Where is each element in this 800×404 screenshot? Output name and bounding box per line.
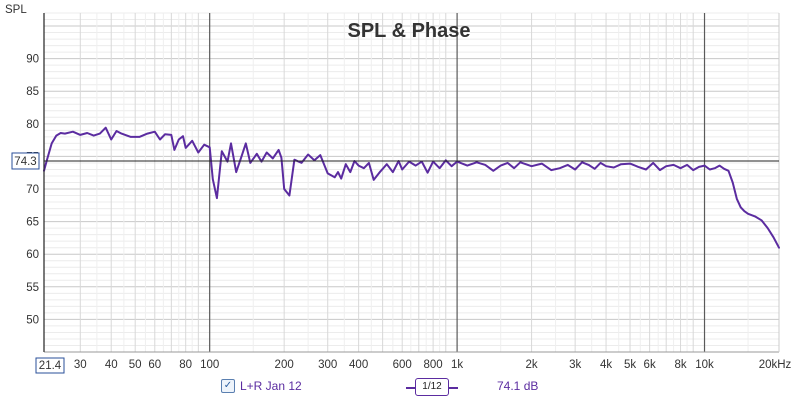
x-tick-label: 300 (318, 359, 337, 371)
y-axis-label: SPL (5, 4, 27, 16)
y-tick-label: 50 (26, 314, 39, 326)
y-tick-label: 85 (26, 86, 39, 98)
x-tick-label: 50 (129, 359, 142, 371)
cursor-x-box (35, 357, 65, 374)
smoothing-numerator: 1 (422, 381, 428, 392)
x-tick-label: 800 (424, 359, 443, 371)
x-tick-label: 4k (600, 359, 612, 371)
chart-plot-area (43, 126, 780, 249)
x-tick-label: 3k (569, 359, 581, 371)
x-tick-labels: 30 40 50 60 80 100 200 300 400 600 800 1k 2k 3k 4k 5k 6k… (74, 359, 792, 371)
x-tick-label: 20kHz (759, 359, 792, 371)
y-tick-label: 65 (26, 217, 39, 229)
x-tick-label: 80 (179, 359, 192, 371)
y-tick-label: 90 (26, 54, 39, 66)
x-tick-label: 40 (105, 359, 118, 371)
smoothing-selector[interactable]: 1/12 (415, 378, 449, 396)
y-tick-label: 70 (26, 184, 39, 196)
x-tick-label: 2k (525, 359, 537, 371)
cursor-x-readout: 21.4 (39, 360, 62, 372)
x-tick-label: 1k (451, 359, 463, 371)
chart-grid (43, 12, 780, 353)
cursor-y-box (11, 152, 40, 170)
series-line (43, 126, 780, 249)
x-tick-label: 5k (624, 359, 636, 371)
legend-series-label[interactable]: L+R Jan 12 (240, 379, 302, 393)
legend-checkbox[interactable]: ✓ (221, 379, 235, 393)
y-tick-label: 80 (26, 119, 39, 131)
x-tick-label: 200 (275, 359, 294, 371)
x-tick-label: 600 (393, 359, 412, 371)
chart-title: SPL & Phase (347, 20, 470, 42)
legend-readout: 74.1 dB (497, 379, 539, 393)
x-tick-label: 10k (695, 359, 714, 371)
y-tick-label: 60 (26, 249, 39, 261)
x-tick-label: 6k (644, 359, 656, 371)
spl-chart: SPL SPL & Phase 505560657075808590 30405… (5, 4, 792, 374)
cursor-readout[interactable]: 74.3 21.4 (11, 13, 779, 374)
x-tick-label: 8k (674, 359, 686, 371)
cursor-y-readout: 74.3 (14, 156, 36, 168)
y-tick-labels: 505560657075808590 (26, 54, 39, 327)
x-tick-label: 60 (148, 359, 161, 371)
y-tick-label: 55 (26, 282, 39, 294)
legend-bar: ✓ L+R Jan 12 1/12 74.1 dB (0, 376, 800, 398)
x-tick-label: 100 (200, 359, 219, 371)
x-tick-label: 30 (74, 359, 87, 371)
smoothing-denominator: 12 (430, 381, 442, 392)
x-tick-label: 400 (349, 359, 368, 371)
